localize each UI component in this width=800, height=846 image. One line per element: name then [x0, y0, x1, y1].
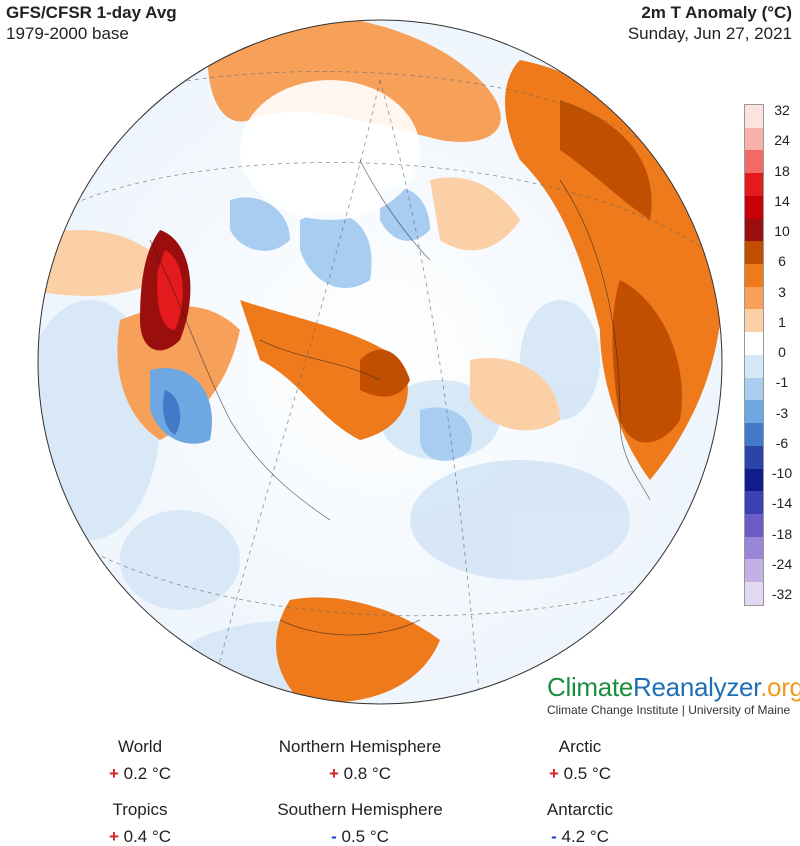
legend-tick-label: 6: [778, 253, 786, 270]
stat-name: Antarctic: [546, 800, 614, 819]
stat-value-text: 0.2 °C: [123, 764, 172, 783]
stat-sign: +: [548, 764, 559, 783]
legend-swatch: [745, 309, 763, 333]
map-title: GFS/CFSR 1-day Avg: [6, 3, 177, 22]
brand-part-3: .org: [760, 672, 800, 702]
stat-sign: +: [108, 827, 119, 846]
stat-tropics: Tropics + 0.4 °C: [20, 800, 260, 846]
legend-tick-label: -3: [775, 404, 789, 421]
legend-swatch: [745, 332, 763, 355]
legend-tick-label: 0: [778, 344, 786, 360]
legend-swatch: [745, 377, 763, 401]
arctic-region: [240, 80, 420, 220]
legend-swatch: [745, 286, 763, 310]
stat-name: Tropics: [112, 800, 168, 819]
legend-swatch: [745, 582, 763, 605]
legend-swatch: [745, 127, 763, 151]
legend-swatch: [745, 559, 763, 583]
legend-tick-label: -10: [771, 465, 793, 481]
color-scale-legend: [744, 104, 764, 606]
stat-sign: +: [108, 764, 119, 783]
legend-swatch: [745, 173, 763, 196]
stat-southern-hemisphere: Southern Hemisphere - 0.5 °C: [240, 800, 480, 846]
stat-value: + 0.2 °C: [20, 764, 260, 786]
stat-world: World + 0.2 °C: [20, 737, 260, 786]
legend-tick-label: -14: [771, 495, 793, 512]
stat-name: Arctic: [558, 737, 602, 756]
legend-swatch: [745, 491, 763, 514]
legend-tick-label: -24: [771, 555, 793, 572]
stat-name: World: [117, 737, 163, 756]
variable-title: 2m T Anomaly (°C): [641, 3, 792, 22]
graticule-lines: [38, 20, 722, 704]
stat-value-text: 0.8 °C: [343, 764, 392, 783]
legend-tick-label: 32: [774, 102, 790, 118]
stat-arctic: Arctic + 0.5 °C: [460, 737, 700, 786]
brand-part-1: Climate: [547, 672, 634, 702]
legend-swatch: [745, 513, 763, 537]
legend-swatch: [745, 195, 763, 219]
stat-sign: -: [551, 827, 557, 846]
legend-swatch: [745, 150, 763, 174]
legend-tick-label: 3: [778, 283, 786, 300]
stat-value-text: 0.5 °C: [563, 764, 612, 783]
brand-logo: ClimateReanalyzer.org: [547, 672, 800, 703]
legend-swatch: [745, 241, 763, 265]
legend-swatch: [745, 264, 763, 287]
stat-value: - 0.5 °C: [240, 827, 480, 846]
legend-tick-label: -32: [771, 586, 793, 602]
institute-credit: Climate Change Institute | University of…: [547, 703, 791, 717]
legend-tick-label: -6: [775, 434, 789, 451]
stat-sign: -: [331, 827, 337, 846]
legend-swatch: [745, 218, 763, 242]
legend-swatch: [745, 423, 763, 446]
coastline-outlines: [149, 159, 651, 636]
stat-value: - 4.2 °C: [460, 827, 700, 846]
stat-antarctic: Antarctic - 4.2 °C: [460, 800, 700, 846]
legend-tick-label: -18: [771, 525, 793, 542]
stat-northern-hemisphere: Northern Hemisphere + 0.8 °C: [240, 737, 480, 786]
legend-swatch: [745, 445, 763, 469]
stat-value: + 0.4 °C: [20, 827, 260, 846]
stat-value-text: 0.5 °C: [341, 827, 389, 846]
legend-swatch: [745, 105, 763, 128]
map-subtitle: 1979-2000 base: [6, 24, 129, 43]
stat-value-text: 0.4 °C: [123, 827, 172, 846]
stat-name: Southern Hemisphere: [277, 800, 443, 819]
heat-dome-region: [140, 230, 191, 351]
cold-anomaly-regions: [150, 187, 472, 461]
brand-part-2: Reanalyzer: [633, 672, 761, 702]
map-date: Sunday, Jun 27, 2021: [627, 24, 792, 43]
legend-tick-label: -1: [775, 374, 789, 391]
anomaly-globe-map: [37, 19, 723, 705]
legend-tick-label: 1: [778, 313, 786, 330]
stat-value: + 0.8 °C: [240, 764, 480, 786]
stat-sign: +: [328, 764, 339, 783]
legend-tick-label: 24: [774, 132, 790, 149]
stat-value-text: 4.2 °C: [561, 827, 609, 846]
legend-swatch: [745, 468, 763, 492]
legend-swatch: [745, 400, 763, 424]
legend-tick-label: 18: [774, 162, 790, 179]
legend-swatch: [745, 536, 763, 560]
legend-tick-label: 14: [774, 192, 790, 209]
legend-tick-label: 10: [774, 223, 790, 239]
stat-name: Northern Hemisphere: [278, 737, 442, 756]
stat-value: + 0.5 °C: [460, 764, 700, 786]
legend-swatch: [745, 354, 763, 378]
